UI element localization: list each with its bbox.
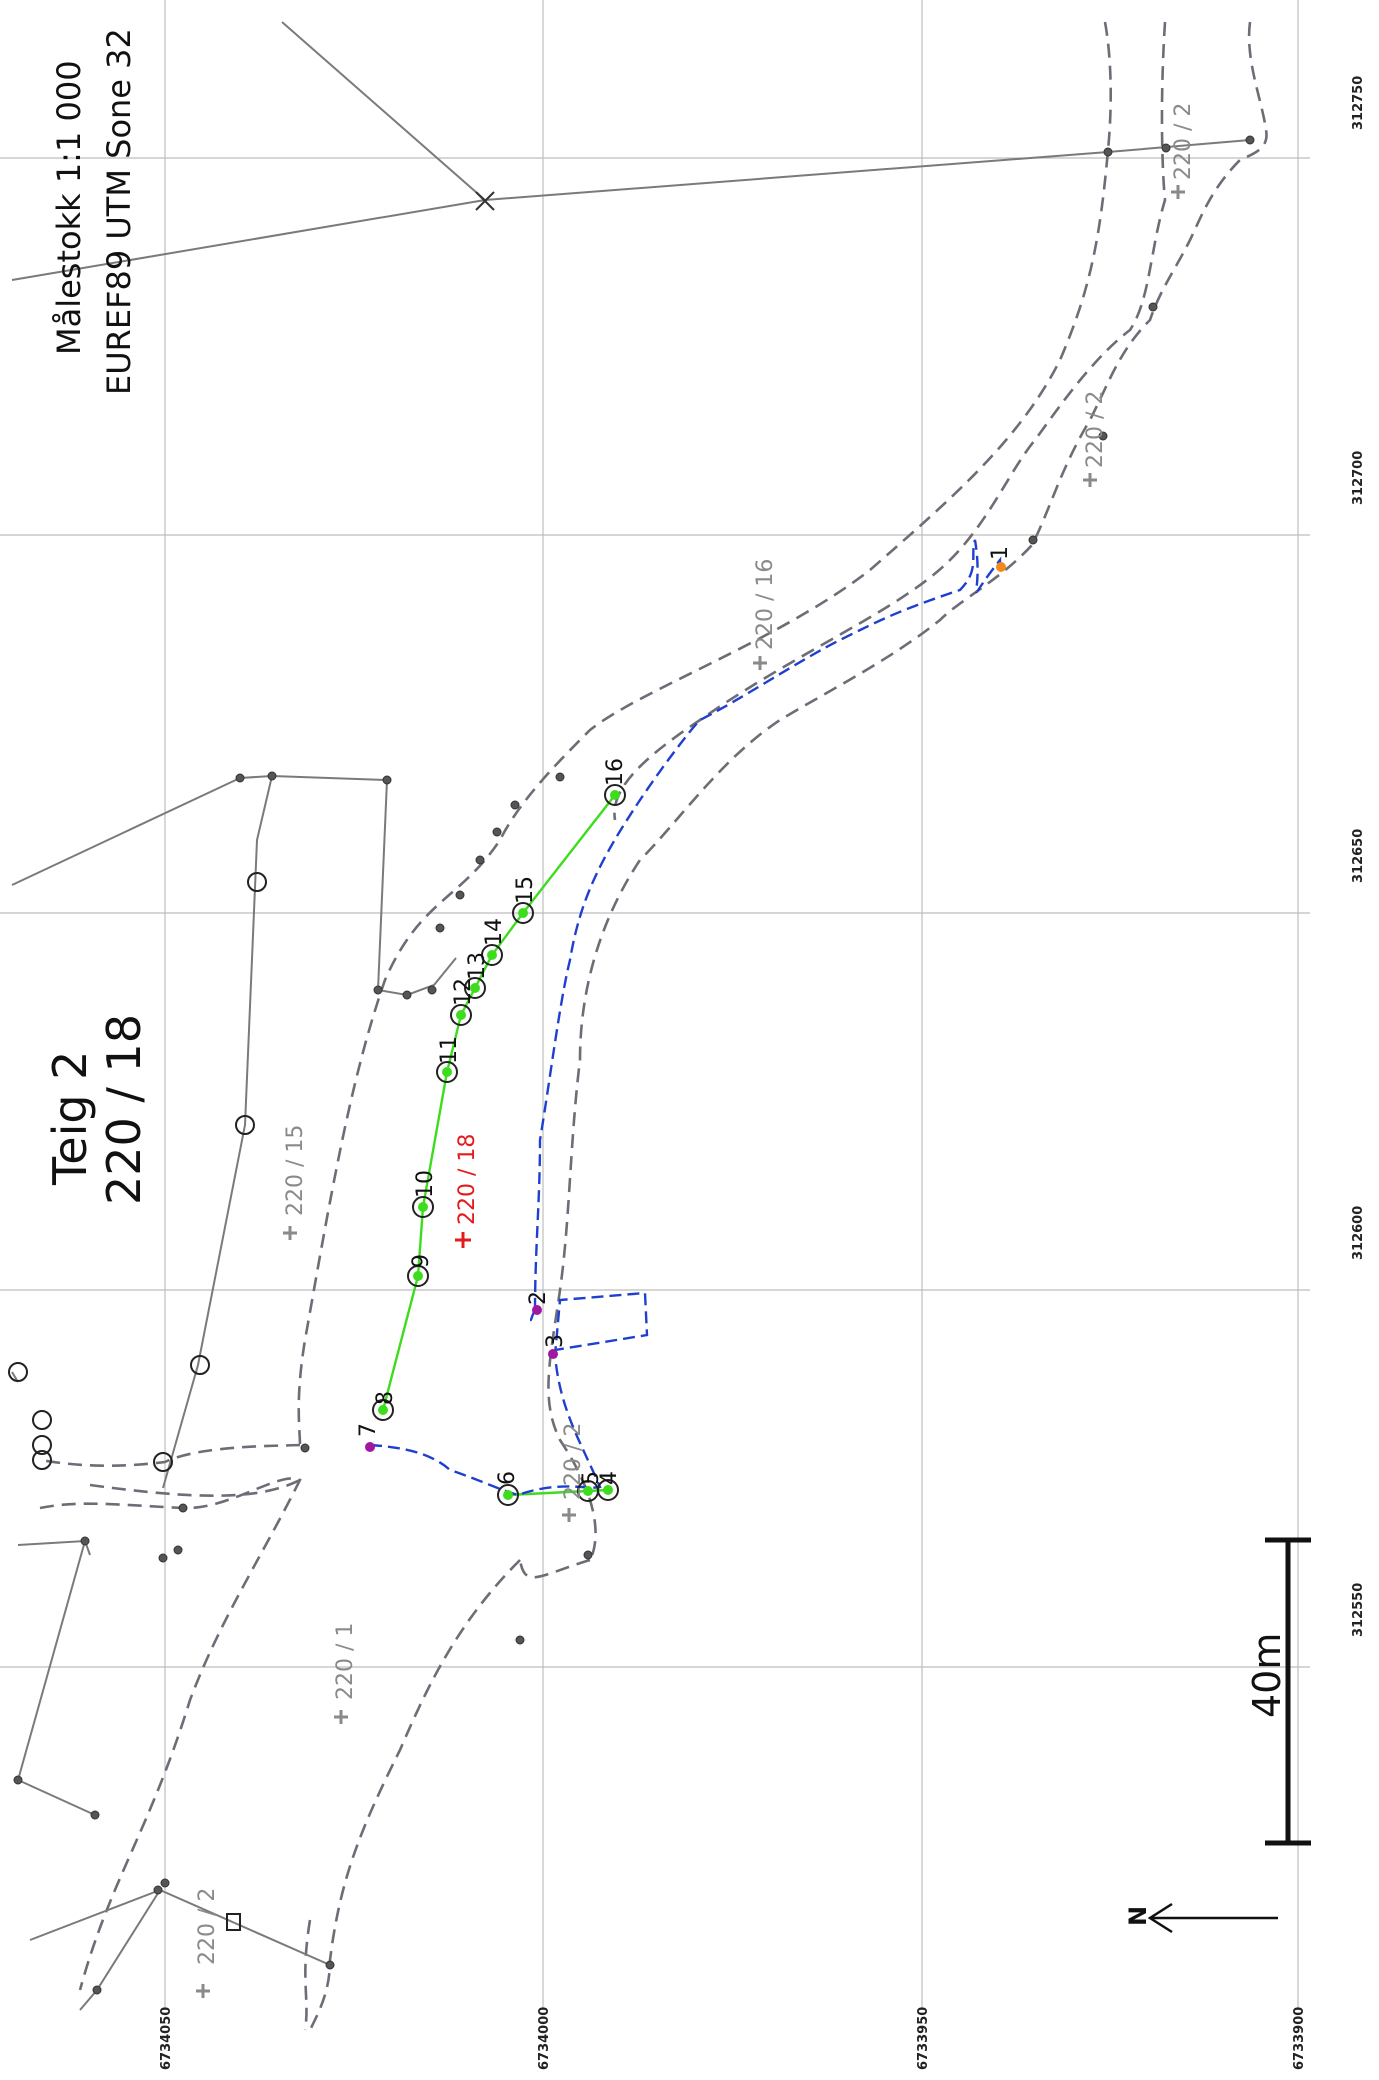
parcel-label-target: 220 / 18 — [455, 1134, 480, 1225]
parcel-label: 220 / 16 — [753, 559, 778, 650]
easting-label: 312650 — [1351, 829, 1366, 883]
northing-labels: 6734050 6734000 6733950 6733900 — [159, 2007, 1307, 2070]
point-label: 14 — [482, 918, 507, 946]
survey-markers — [8, 784, 626, 1506]
scale-bar — [1265, 1537, 1311, 1846]
north-label: N — [1124, 1906, 1152, 1926]
point-label: 2 — [526, 1291, 551, 1305]
point-magenta-7 — [365, 1442, 375, 1452]
easting-label: 312600 — [1351, 1206, 1366, 1260]
easting-labels: 312750 312700 312650 312600 312550 — [1351, 76, 1366, 1637]
building-lines — [11, 21, 1251, 2011]
easting-label: 312550 — [1351, 1583, 1366, 1637]
parcel-label: 220 / 1 — [333, 1623, 358, 1700]
square-marker — [226, 1913, 241, 1931]
point-label: 1 — [988, 546, 1013, 560]
scale-bar-label: 40m — [1245, 1633, 1289, 1718]
north-arrow — [1147, 1902, 1278, 1934]
point-label: 11 — [437, 1036, 462, 1064]
parcel-labels: 220 / 2 220 / 2 220 / 16 220 / 15 220 / … — [195, 103, 1196, 1965]
cross-marker — [475, 191, 495, 211]
northing-label: 6733900 — [1292, 2007, 1307, 2070]
northing-label: 6734050 — [159, 2007, 174, 2070]
survey-points-fill — [378, 790, 620, 1500]
shoreline — [547, 21, 1268, 1561]
survey-line — [381, 794, 616, 1497]
point-label: 12 — [451, 978, 476, 1006]
easting-label: 312700 — [1351, 451, 1366, 505]
point-labels: 1 2 3 4 5 6 7 8 9 10 11 12 13 14 15 16 — [356, 546, 1013, 1485]
crs-text: EUREF89 UTM Sone 32 — [100, 28, 138, 395]
point-label: 3 — [543, 1334, 568, 1348]
boundary-vertices — [13, 135, 1255, 1995]
parcel-label: 220 / 15 — [283, 1125, 308, 1216]
property-boundaries — [39, 21, 1167, 2031]
point-label: 4 — [597, 1471, 622, 1485]
parcel-label: 220 / 2 — [561, 1423, 586, 1500]
northing-label: 6733950 — [916, 2007, 931, 2070]
point-label: 15 — [513, 876, 538, 904]
parcel-label: 220 / 2 — [1171, 103, 1196, 180]
scale-text: Målestokk 1:1 000 — [50, 60, 88, 355]
easting-label: 312750 — [1351, 76, 1366, 130]
point-magenta-2 — [532, 1305, 542, 1315]
point-label: 5 — [579, 1471, 604, 1485]
map-title-line1: Teig 2 — [43, 1051, 97, 1186]
map-title-line2: 220 / 18 — [97, 1014, 151, 1205]
point-magenta-3 — [548, 1349, 558, 1359]
point-label: 7 — [356, 1423, 381, 1437]
point-label: 10 — [413, 1170, 438, 1198]
parcel-label: 220 / 2 — [1083, 391, 1108, 468]
point-orange-1 — [996, 562, 1006, 572]
point-label: 6 — [495, 1471, 520, 1485]
point-label: 9 — [409, 1254, 434, 1268]
northing-label: 6734000 — [537, 2007, 552, 2070]
parcel-crosses — [196, 185, 1185, 1998]
point-label: 16 — [603, 758, 628, 786]
grid-lines — [0, 0, 1310, 2010]
target-parcel: 220 / 18 — [455, 1134, 480, 1248]
parcel-label: 220 / 2 — [195, 1888, 220, 1965]
point-label: 13 — [465, 952, 490, 980]
point-label: 8 — [373, 1391, 398, 1405]
